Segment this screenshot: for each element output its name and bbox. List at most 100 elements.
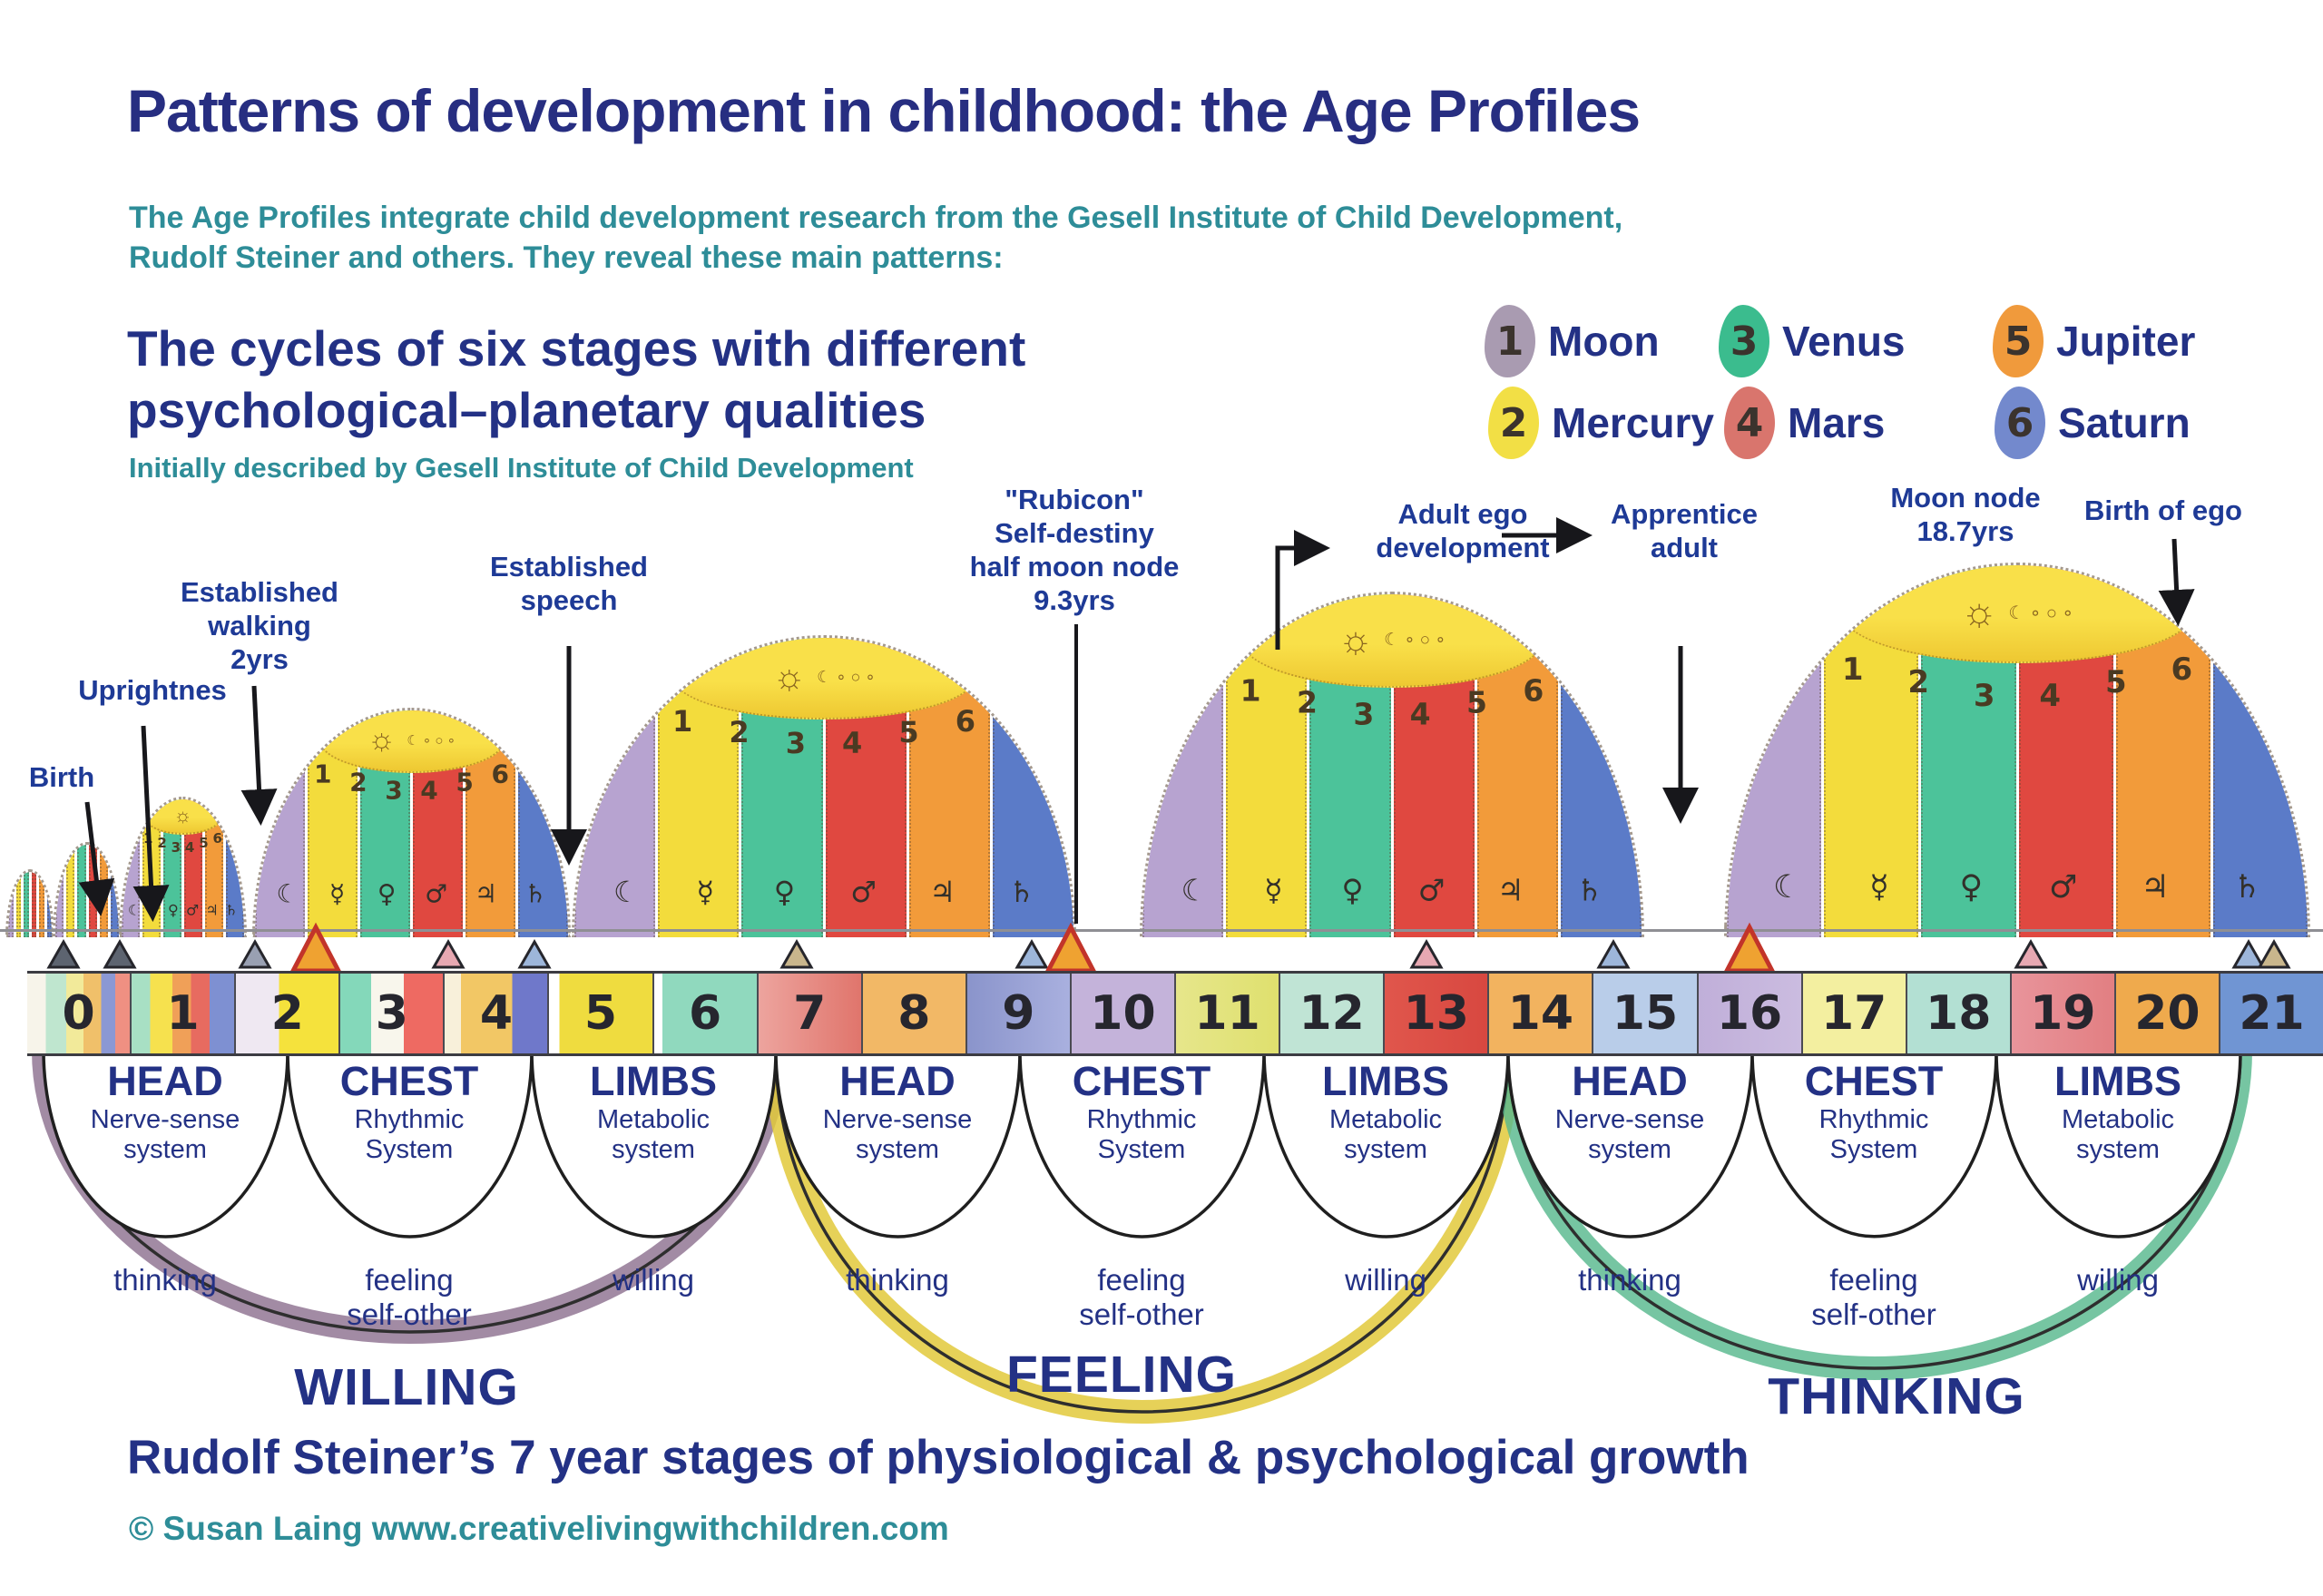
sun-icon: ☼ <box>1960 590 1998 635</box>
section-title-chest: CHEST <box>339 1058 479 1104</box>
age-number: 17 <box>1820 986 1887 1041</box>
legend-item-mercury: 2 Mercury <box>1488 387 1714 459</box>
section-arc <box>286 1050 534 1239</box>
segment-number: 6 <box>1523 672 1544 709</box>
section-subtitle: Rhythmic System <box>1086 1105 1197 1164</box>
legend-label: Moon <box>1548 318 1660 365</box>
section-subtitle: Metabolic system <box>596 1105 711 1164</box>
saturn-glyph-icon: ♄ <box>2232 869 2262 906</box>
venus-glyph-icon: ♀ <box>1341 872 1364 908</box>
legend-number: 5 <box>2004 318 2033 365</box>
section-arc <box>1995 1050 2242 1239</box>
age-cell-7: 7 <box>758 974 863 1053</box>
node-marker-pink <box>431 938 466 969</box>
mars-glyph-icon: ♂ <box>1417 872 1446 908</box>
age-number: 21 <box>2239 986 2305 1041</box>
legend-label: Saturn <box>2058 399 2191 446</box>
node-marker-pink <box>2014 938 2048 969</box>
dome-segment-saturn <box>46 872 52 937</box>
age-cell-21: 21 <box>2220 974 2323 1053</box>
segment-number: 4 <box>1409 696 1431 732</box>
segment-number: 1 <box>1240 672 1261 709</box>
legend-number: 3 <box>1730 318 1759 365</box>
legend-item-moon: 1 Moon <box>1485 305 1660 377</box>
cap-planets-deco: ☾ ∘ ○ ∘ <box>2008 602 2074 623</box>
segment-number: 6 <box>491 759 509 789</box>
section-title-head: HEAD <box>839 1058 956 1104</box>
segment-number: 1 <box>314 759 332 789</box>
section-mind-label: thinking <box>1578 1263 1681 1297</box>
age-cell-16: 16 <box>1698 974 1803 1053</box>
legend-label: Mars <box>1788 399 1886 446</box>
section-title-chest: CHEST <box>1804 1058 1944 1104</box>
legend-number: 1 <box>1495 318 1524 365</box>
segment-number: 1 <box>1841 651 1864 688</box>
age-cell-14: 14 <box>1489 974 1594 1053</box>
cap-planets-deco: ☾ ∘ ○ ∘ <box>817 668 876 687</box>
section-arc <box>42 1050 289 1239</box>
legend-label: Jupiter <box>2056 318 2196 365</box>
cap-planets-deco: ☾ ∘ ○ ∘ <box>407 732 456 749</box>
section-title-chest: CHEST <box>1072 1058 1211 1104</box>
jupiter-glyph-icon: ♃ <box>474 878 497 909</box>
jupiter-glyph-icon: ♃ <box>1496 872 1524 908</box>
annotation-rubicon: "Rubicon" Self-destiny half moon node 9.… <box>969 484 1180 616</box>
birth-of-ego-arrow <box>2158 538 2195 626</box>
saturn-glyph-icon: ♄ <box>1008 875 1035 909</box>
section-mind-label: thinking <box>113 1263 217 1297</box>
mercury-glyph-icon: ☿ <box>328 878 346 909</box>
legend-item-jupiter: 5 Jupiter <box>1993 305 2195 377</box>
mars-glyph-icon: ♂ <box>425 878 448 909</box>
legend-number: 2 <box>1499 399 1528 446</box>
age-dome: ☼ ☾ ∘ ○ ∘ 1 2 3 4 5 6 ☾ ☿ ♀ ♂ ♃ ♄ <box>1724 563 2310 937</box>
annotation-walking: Established walking 2yrs <box>181 576 338 675</box>
node-marker-big <box>1044 922 1098 974</box>
segment-number: 3 <box>1973 677 1995 714</box>
node-marker-dark <box>46 938 81 969</box>
age-dome: ☼ ☾ ∘ ○ ∘ 1 2 3 4 5 6 ☾ ☿ ♀ ♂ ♃ ♄ <box>1140 592 1644 937</box>
mercury-glyph-icon: ☿ <box>696 875 715 909</box>
jupiter-swatch: 5 <box>1993 305 2044 377</box>
legend-item-mars: 4 Mars <box>1724 387 1885 459</box>
dome-cap: ☼ ☾ ∘ ○ ∘ <box>1841 565 2193 663</box>
cap-planets-deco: ☾ ∘ ○ ∘ <box>1384 630 1446 650</box>
label-feeling: FEELING <box>1005 1346 1238 1404</box>
age-number: 4 <box>479 986 514 1041</box>
bottom-caption: Rudolf Steiner’s 7 year stages of physio… <box>127 1431 1750 1484</box>
age-cell-9: 9 <box>966 974 1072 1053</box>
age-number: 7 <box>793 986 827 1041</box>
node-marker-gray <box>238 938 272 969</box>
dome-segment-mercury <box>66 845 75 937</box>
segment-number: 2 <box>729 714 750 749</box>
age-cell-12: 12 <box>1280 974 1386 1053</box>
saturn-glyph-icon: ♄ <box>524 878 547 909</box>
node-marker-tan <box>779 938 814 969</box>
segment-number: 3 <box>385 775 403 805</box>
segment-number: 5 <box>2104 664 2127 701</box>
walking-arrow <box>240 685 278 826</box>
age-cell-5: 5 <box>549 974 654 1053</box>
segment-number: 2 <box>1907 664 1930 701</box>
legend-number: 6 <box>2005 399 2034 446</box>
legend-item-saturn: 6 Saturn <box>1995 387 2191 459</box>
section-arc <box>1506 1050 1754 1239</box>
venus-glyph-icon: ♀ <box>773 875 796 909</box>
segment-number: 3 <box>785 725 806 760</box>
age-number: 13 <box>1403 986 1469 1041</box>
node-marker-tan <box>2257 938 2291 969</box>
section-title-head: HEAD <box>1572 1058 1688 1104</box>
legend-label: Venus <box>1782 318 1906 365</box>
age-cell-6: 6 <box>653 974 759 1053</box>
adult-ego-arrow <box>1275 530 1330 650</box>
mars-glyph-icon: ♂ <box>850 875 877 909</box>
section-subtitle: Rhythmic System <box>354 1105 465 1164</box>
node-marker-dark <box>103 938 137 969</box>
dome-segment-saturn <box>1560 594 1642 937</box>
node-marker-blue <box>2231 938 2266 969</box>
node-marker-pink <box>1409 938 1444 969</box>
section-arc <box>1018 1050 1266 1239</box>
node-marker-blue <box>517 938 552 969</box>
age-number: 18 <box>1926 986 1992 1041</box>
legend-number: 4 <box>1735 399 1764 446</box>
